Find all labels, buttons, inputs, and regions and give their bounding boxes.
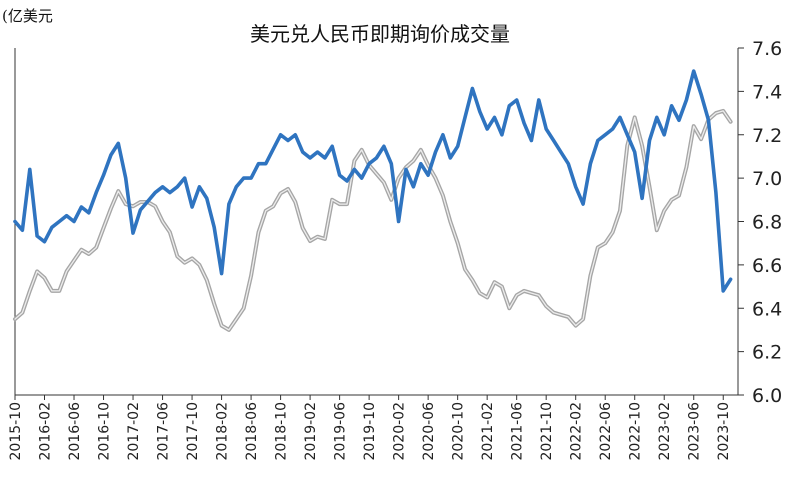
x-tick-label: 2018-06	[244, 402, 260, 461]
x-axis-ticks: 2015-10 2016-02 2016-06 2016-10 2017-02 2017-…	[8, 395, 732, 461]
x-tick-label: 2021-06	[510, 402, 526, 461]
x-tick-label: 2017-02	[126, 402, 142, 461]
right-tick-label: 6.8	[752, 212, 782, 234]
right-tick-label: 7.6	[752, 38, 782, 60]
right-tick-label: 6.6	[752, 255, 782, 277]
x-tick-label: 2019-02	[303, 402, 319, 461]
x-tick-label: 2020-06	[421, 402, 437, 461]
x-tick-label: 2023-10	[716, 402, 732, 461]
x-tick-label: 2023-02	[657, 402, 673, 461]
x-tick-label: 2017-06	[156, 402, 172, 461]
spot-volume-line	[13, 69, 733, 293]
right-tick-label: 7.2	[752, 125, 782, 147]
right-tick-label: 6.4	[752, 298, 782, 320]
x-tick-label: 2018-10	[274, 402, 290, 461]
series-1-group	[13, 108, 733, 332]
x-tick-label: 2021-10	[539, 402, 555, 461]
right-tick-label: 6.2	[752, 342, 782, 364]
x-tick-label: 2020-02	[392, 402, 408, 461]
x-tick-label: 2023-06	[687, 402, 703, 461]
series-0-group	[13, 69, 733, 293]
x-tick-label: 2017-10	[185, 402, 201, 461]
x-tick-label: 2019-10	[362, 402, 378, 461]
series-layer	[13, 69, 733, 332]
x-tick-label: 2016-10	[97, 402, 113, 461]
exchange-rate-line	[13, 108, 733, 332]
x-tick-label: 2022-06	[598, 402, 614, 461]
x-tick-label: 2021-02	[480, 402, 496, 461]
x-tick-label: 2016-02	[38, 402, 54, 461]
left-axis-unit: (亿美元	[2, 7, 53, 25]
right-tick-label: 7.4	[752, 81, 782, 103]
x-tick-label: 2019-06	[333, 402, 349, 461]
x-tick-label: 2016-06	[67, 402, 83, 461]
x-tick-label: 2015-10	[8, 402, 24, 461]
right-tick-label: 7.0	[752, 168, 782, 190]
x-tick-label: 2020-10	[451, 402, 467, 461]
exchange-rate-line-highlight	[14, 110, 732, 331]
right-axis-ticks: 6.0 6.2 6.4 6.6 6.8 7.0 7.2 7.4 7.6	[738, 38, 782, 407]
x-tick-label: 2022-02	[569, 402, 585, 461]
x-tick-label: 2022-10	[628, 402, 644, 461]
right-tick-label: 6.0	[752, 385, 782, 407]
x-tick-label: 2018-02	[215, 402, 231, 461]
chart-title: 美元兑人民币即期询价成交量	[250, 22, 510, 46]
